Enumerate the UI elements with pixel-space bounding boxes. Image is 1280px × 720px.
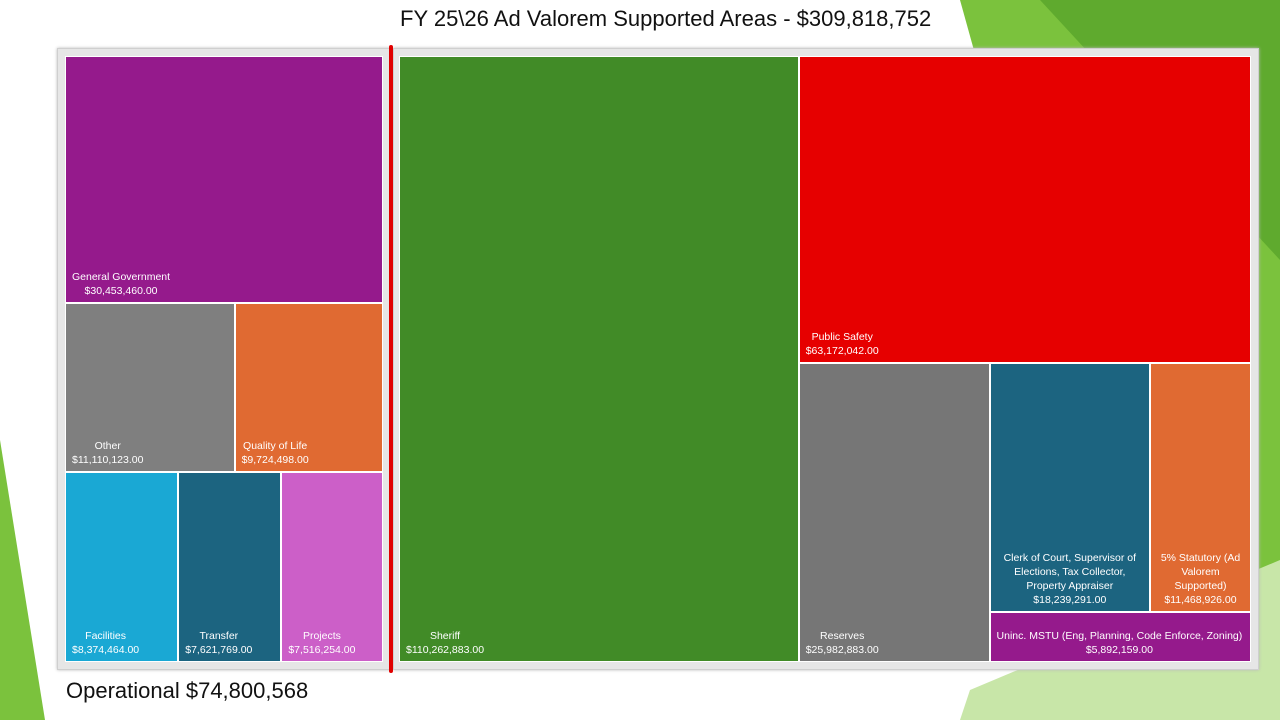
value-label: $63,172,042.00 xyxy=(805,344,879,357)
cell-label: Clerk of Court, Supervisor of Elections,… xyxy=(997,551,1144,607)
divider xyxy=(389,45,393,673)
value-label: $25,982,883.00 xyxy=(805,643,879,656)
cell-label: Sheriff $110,262,883.00 xyxy=(406,629,484,657)
cell-label: Public Safety $63,172,042.00 xyxy=(806,330,879,358)
value-label: $11,110,123.00 xyxy=(72,453,144,466)
category-label: Facilities xyxy=(85,629,126,642)
category-label: Sheriff xyxy=(429,630,461,642)
value-label: $8,374,464.00 xyxy=(72,643,140,656)
treemap-cell: Reserves $25,982,883.00 xyxy=(798,362,990,662)
treemap-supported: Sheriff $110,262,883.00 Public Safety $63,1… xyxy=(399,56,1251,662)
cell-label: Quality of Life $9,724,498.00 xyxy=(242,439,309,467)
treemap-cell: Sheriff $110,262,883.00 xyxy=(399,56,799,662)
treemap-cell: General Government $30,453,460.00 xyxy=(65,56,383,303)
treemap-cell: Uninc. MSTU (Eng, Planning, Code Enforce… xyxy=(989,612,1251,662)
value-label: $11,468,926.00 xyxy=(1164,594,1237,607)
cell-label: Facilities $8,374,464.00 xyxy=(72,629,139,657)
category-label: Transfer xyxy=(199,629,239,642)
treemap-cell: Quality of Life $9,724,498.00 xyxy=(234,302,383,472)
value-label: $9,724,498.00 xyxy=(241,453,309,466)
category-label: General Government xyxy=(72,270,171,283)
value-label: $5,892,159.00 xyxy=(1085,643,1153,656)
value-label: $18,239,291.00 xyxy=(1033,594,1107,607)
category-label: Public Safety xyxy=(811,330,873,343)
cell-label: Projects $7,516,254.00 xyxy=(288,629,355,657)
cell-label: 5% Statutory (Ad Valorem Supported) $11,4… xyxy=(1157,551,1244,607)
value-label: $110,262,883.00 xyxy=(406,644,485,656)
category-label: Projects xyxy=(302,629,341,642)
category-label: 5% Statutory (Ad Valorem Supported) xyxy=(1160,552,1241,593)
slide-title: FY 25\26 Ad Valorem Supported Areas - $3… xyxy=(400,6,932,31)
cell-label: Uninc. MSTU (Eng, Planning, Code Enforce… xyxy=(997,629,1243,657)
category-label: Other xyxy=(94,439,121,452)
value-label: $7,516,254.00 xyxy=(288,643,356,656)
cell-label: General Government $30,453,460.00 xyxy=(72,270,170,298)
treemap-cell: Public Safety $63,172,042.00 xyxy=(798,56,1251,363)
treemap-cell: Transfer $7,621,769.00 xyxy=(178,471,282,662)
value-label: $30,453,460.00 xyxy=(84,284,158,297)
category-label: Reserves xyxy=(820,629,865,642)
category-label: Uninc. MSTU (Eng, Planning, Code Enforce… xyxy=(996,629,1243,642)
treemap-cell: Other $11,110,123.00 xyxy=(65,302,235,472)
cell-label: Transfer $7,621,769.00 xyxy=(185,629,252,657)
treemap-cell: Facilities $8,374,464.00 xyxy=(65,471,179,662)
operational-total: Operational $74,800,568 xyxy=(66,678,309,703)
value-label: $7,621,769.00 xyxy=(185,643,253,656)
category-label: Quality of Life xyxy=(243,439,308,452)
treemap-cell: Clerk of Court, Supervisor of Elections,… xyxy=(989,362,1151,613)
treemap-cell: Projects $7,516,254.00 xyxy=(281,471,383,662)
treemap-operational: General Government $30,453,460.00 Other $11… xyxy=(65,56,383,662)
cell-label: Reserves $25,982,883.00 xyxy=(806,629,879,657)
category-label: Clerk of Court, Supervisor of Elections,… xyxy=(1003,552,1137,593)
cell-label: Other $11,110,123.00 xyxy=(72,439,143,467)
treemap-cell: 5% Statutory (Ad Valorem Supported) $11,4… xyxy=(1150,362,1251,613)
